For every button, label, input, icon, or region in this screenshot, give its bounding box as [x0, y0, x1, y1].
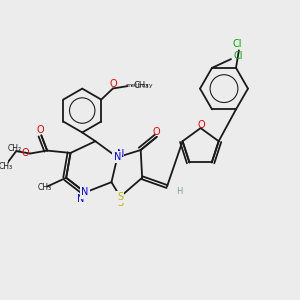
Text: S: S — [117, 192, 123, 202]
Text: O: O — [110, 79, 117, 89]
Text: O: O — [21, 148, 29, 158]
Text: O: O — [197, 120, 205, 130]
Text: CH₃: CH₃ — [37, 183, 51, 192]
Text: methoxy: methoxy — [125, 83, 153, 88]
Text: CH₂: CH₂ — [8, 144, 22, 153]
Text: O: O — [36, 125, 44, 135]
Text: CH₃: CH₃ — [0, 163, 13, 172]
Text: N: N — [116, 149, 124, 159]
Text: S: S — [117, 198, 123, 208]
Text: H: H — [176, 187, 182, 196]
Text: N: N — [82, 188, 89, 197]
Text: CH₃: CH₃ — [134, 81, 149, 90]
Text: N: N — [114, 152, 121, 162]
Text: Cl: Cl — [234, 51, 243, 61]
Text: Cl: Cl — [233, 39, 242, 49]
Text: N: N — [77, 194, 85, 204]
Text: O: O — [153, 127, 160, 136]
